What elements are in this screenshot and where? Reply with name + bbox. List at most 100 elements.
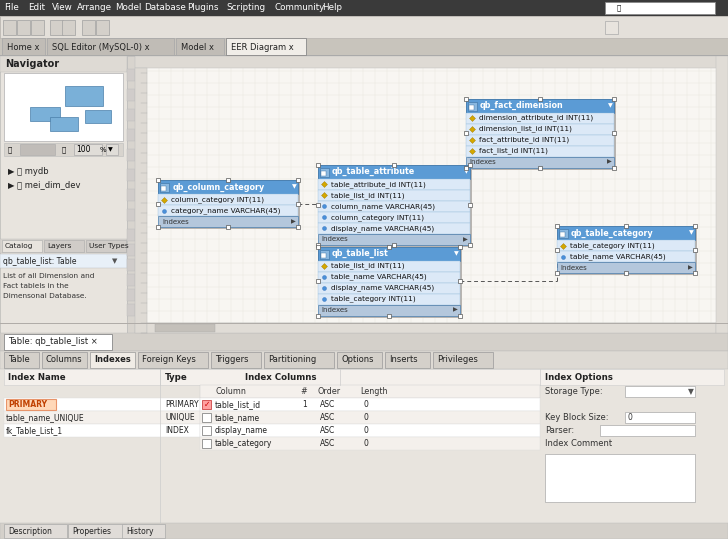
Bar [296, 225, 301, 229]
Text: fk_Table_List_1: fk_Table_List_1 [6, 426, 63, 435]
Bar [317, 305, 459, 315]
Text: qb_table_list: qb_table_list [332, 249, 389, 258]
Bar [557, 251, 695, 262]
Bar [42, 352, 87, 368]
Bar [466, 146, 614, 157]
Text: ▶: ▶ [291, 219, 296, 224]
Text: Column: Column [215, 387, 246, 396]
Bar [4, 411, 200, 424]
Bar [2, 38, 45, 55]
Bar [138, 352, 208, 368]
Text: Indexes: Indexes [470, 159, 496, 165]
Text: SQL Editor (MySQL-0) x: SQL Editor (MySQL-0) x [52, 43, 150, 52]
Bar [392, 163, 396, 167]
Text: Layers: Layers [47, 243, 71, 249]
Text: Table: qb_table_list ×: Table: qb_table_list × [8, 337, 98, 347]
Bar [387, 314, 391, 317]
Text: ▶ 🗄 mei_dim_dev: ▶ 🗄 mei_dim_dev [8, 181, 81, 190]
Text: column_name VARCHAR(45): column_name VARCHAR(45) [331, 203, 435, 210]
Text: Foreign Keys: Foreign Keys [142, 356, 196, 364]
Text: Table: Table [8, 356, 30, 364]
Bar [625, 386, 695, 397]
Bar [467, 243, 472, 247]
Text: Indexes: Indexes [322, 237, 349, 243]
Bar [226, 178, 230, 182]
Bar [74, 144, 102, 155]
Bar [147, 323, 716, 333]
Bar [0, 239, 127, 253]
Bar [605, 21, 618, 34]
Bar [466, 113, 614, 123]
Bar [127, 244, 135, 256]
Bar [157, 178, 160, 182]
Bar [127, 304, 135, 316]
Text: Parser:: Parser: [545, 426, 574, 435]
Bar [0, 16, 728, 38]
Text: Plugins: Plugins [188, 3, 219, 12]
Bar [320, 167, 472, 247]
Bar [30, 107, 60, 121]
Text: table_category INT(11): table_category INT(11) [331, 295, 416, 302]
Bar [90, 352, 135, 368]
Bar [317, 223, 470, 234]
Bar [122, 524, 165, 538]
Bar [159, 205, 298, 216]
Text: ▶: ▶ [463, 237, 467, 242]
Bar [127, 149, 135, 161]
Text: Dimensonal Database.: Dimensonal Database. [3, 293, 87, 299]
Bar [464, 131, 467, 135]
Text: 🔍: 🔍 [617, 5, 621, 11]
Bar [337, 352, 382, 368]
Text: Help: Help [323, 3, 343, 12]
Text: ▼: ▼ [112, 258, 117, 264]
Bar [2, 240, 42, 252]
Text: dimension_attribute_id INT(11): dimension_attribute_id INT(11) [478, 115, 593, 121]
Text: ▼: ▼ [464, 169, 468, 175]
Bar [226, 225, 230, 229]
Bar [200, 398, 540, 411]
Bar [466, 135, 614, 146]
Bar [147, 68, 716, 323]
Text: 1: 1 [302, 400, 306, 409]
Text: ▼: ▼ [108, 147, 113, 152]
Bar [469, 105, 474, 109]
Bar [4, 524, 67, 538]
Bar [392, 243, 396, 247]
Bar [466, 99, 614, 113]
Bar [692, 224, 697, 228]
Text: 0: 0 [363, 413, 368, 422]
Text: User Types: User Types [89, 243, 129, 249]
Bar [0, 56, 127, 72]
Bar [296, 202, 301, 206]
Bar [316, 163, 320, 167]
Bar [458, 279, 462, 283]
Bar [317, 179, 470, 190]
Text: 0: 0 [363, 400, 368, 409]
Text: ▶: ▶ [453, 308, 457, 313]
Text: table_name VARCHAR(45): table_name VARCHAR(45) [570, 253, 665, 260]
Text: Navigator: Navigator [5, 59, 59, 69]
Text: Properties: Properties [72, 527, 111, 536]
Text: ASC: ASC [320, 439, 336, 448]
Text: table_name VARCHAR(45): table_name VARCHAR(45) [331, 274, 427, 280]
Text: 🔍: 🔍 [62, 146, 66, 153]
Text: ▶: ▶ [688, 265, 692, 270]
Bar [62, 20, 75, 35]
Text: table_attribute_id INT(11): table_attribute_id INT(11) [331, 181, 426, 188]
Bar [316, 245, 320, 248]
Bar [200, 385, 540, 398]
Bar [4, 73, 123, 141]
Text: Home x: Home x [7, 43, 39, 52]
Text: Key Block Size:: Key Block Size: [545, 413, 609, 422]
Bar [317, 260, 459, 272]
Bar [316, 243, 320, 247]
Text: table_list_id INT(11): table_list_id INT(11) [331, 192, 404, 199]
Bar [4, 398, 200, 411]
Text: 0: 0 [363, 439, 368, 448]
Bar [127, 69, 135, 81]
Bar [86, 240, 126, 252]
Bar [624, 224, 628, 228]
Bar [65, 86, 103, 106]
Text: qb_table_category: qb_table_category [571, 229, 654, 238]
Bar [317, 294, 459, 305]
